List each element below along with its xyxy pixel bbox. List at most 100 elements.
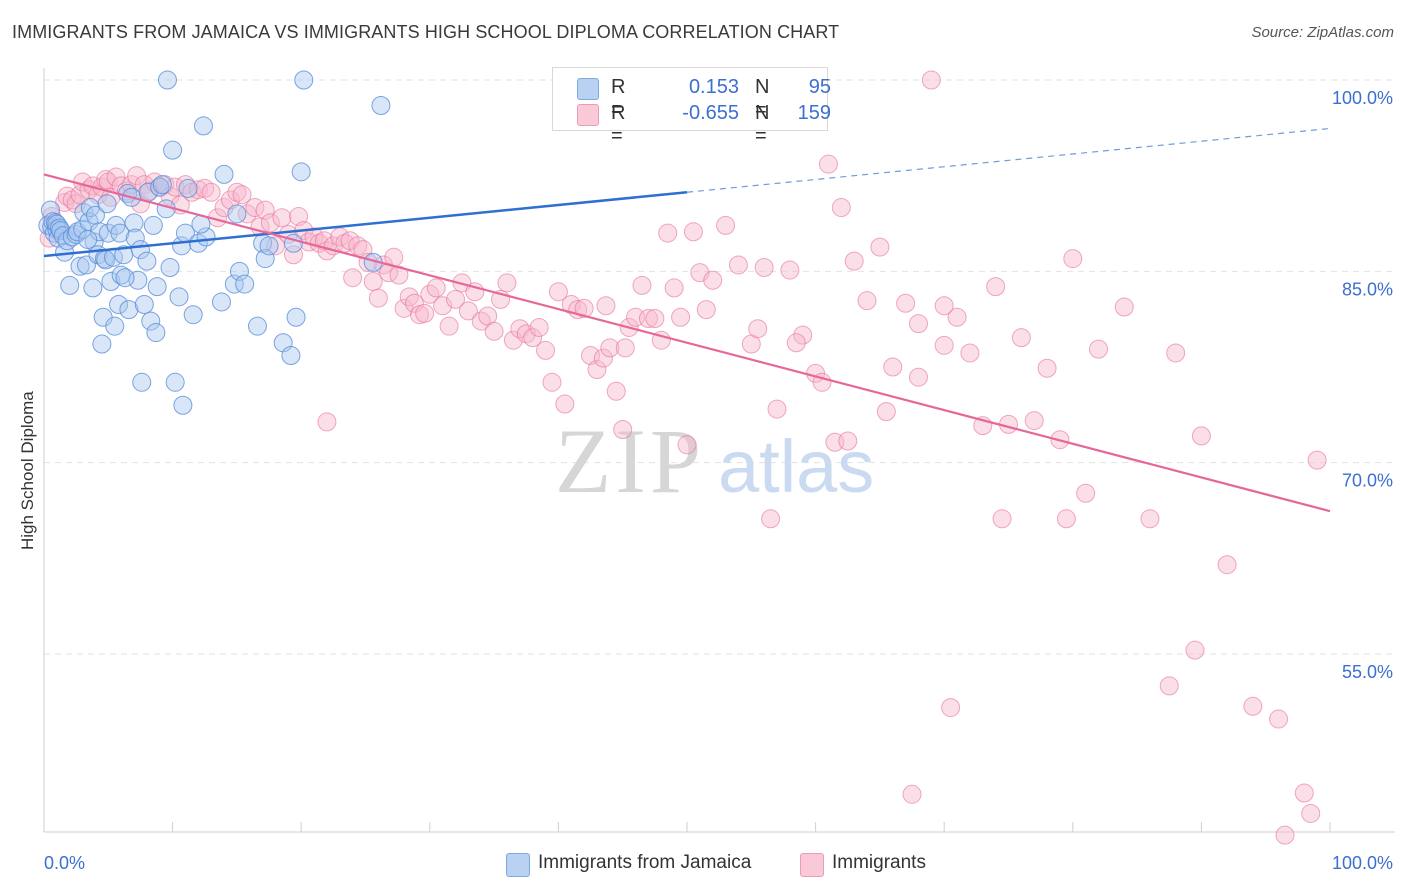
immigrants-point <box>780 260 800 280</box>
immigrants-point <box>317 412 337 432</box>
immigrants-point <box>593 348 613 368</box>
immigrants-point <box>896 293 916 313</box>
jamaica-point <box>224 274 244 294</box>
jamaica-point <box>286 307 306 327</box>
immigrants-point <box>283 245 303 265</box>
immigrants-point <box>1191 426 1211 446</box>
immigrants-point <box>677 435 697 455</box>
y-tick-label: 70.0% <box>1342 471 1393 491</box>
jamaica-point <box>259 236 279 256</box>
immigrants-point <box>555 394 575 414</box>
immigrants-point <box>471 311 491 331</box>
immigrants-point <box>1011 328 1031 348</box>
y-tick-label: 55.0% <box>1342 662 1393 682</box>
immigrants-point <box>368 288 388 308</box>
immigrants-point <box>786 333 806 353</box>
immigrants-point <box>1024 411 1044 431</box>
immigrants-point <box>1037 358 1057 378</box>
immigrants-point <box>1269 709 1289 729</box>
immigrants-point <box>645 309 665 329</box>
jamaica-point <box>160 258 180 278</box>
jamaica-point <box>134 294 154 314</box>
immigrants-point <box>934 335 954 355</box>
jamaica-point <box>51 221 71 241</box>
jamaica-point <box>141 311 161 331</box>
immigrants-point <box>439 316 459 336</box>
immigrants-point <box>883 357 903 377</box>
immigrants-point <box>536 340 556 360</box>
jamaica-point <box>183 305 203 325</box>
immigrants-point <box>343 268 363 288</box>
immigrants-point <box>754 258 774 278</box>
immigrants-point <box>761 509 781 529</box>
immigrants-point <box>838 431 858 451</box>
immigrants-point <box>289 206 309 226</box>
immigrants-point <box>484 321 504 341</box>
jamaica-point <box>92 334 112 354</box>
immigrants-point <box>831 198 851 218</box>
y-axis-label: High School Diploma <box>18 391 37 550</box>
immigrants-point <box>947 307 967 327</box>
immigrants-point <box>748 319 768 339</box>
jamaica-point <box>40 200 60 220</box>
tick-labels: 100.0% 85.0% 70.0% 55.0% 0.0% 100.0% <box>44 88 1393 873</box>
immigrants-point <box>638 309 658 329</box>
immigrants-point <box>671 307 691 327</box>
immigrants-point <box>1294 783 1314 803</box>
immigrants-point <box>363 272 383 292</box>
immigrants-point <box>844 251 864 271</box>
immigrants-point <box>232 185 252 205</box>
immigrants-point <box>986 277 1006 297</box>
immigrants-point <box>548 282 568 302</box>
immigrants-point <box>902 784 922 804</box>
immigrants-point <box>921 70 941 90</box>
immigrants-point <box>574 298 594 318</box>
jamaica-point <box>152 175 172 195</box>
legend-n-value: 95 <box>808 76 831 98</box>
source-label: Source: ZipAtlas.com <box>1251 24 1394 41</box>
immigrants-point <box>613 420 633 440</box>
jamaica-point <box>97 194 117 214</box>
immigrants-trend-line <box>43 173 1331 513</box>
jamaica-point <box>165 372 185 392</box>
jamaica-point <box>73 219 93 239</box>
legend-r-label: R = <box>611 76 626 121</box>
immigrants-point <box>992 509 1012 529</box>
jamaica-point <box>227 204 247 224</box>
jamaica-point <box>173 395 193 415</box>
jamaica-point <box>188 233 208 253</box>
grid-lines <box>44 79 1395 655</box>
jamaica-point <box>146 323 166 343</box>
jamaica-point <box>147 277 167 297</box>
jamaica-point <box>98 223 118 243</box>
immigrants-point <box>106 167 126 187</box>
immigrants-point <box>1185 640 1205 660</box>
immigrants-point <box>220 190 240 210</box>
immigrants-point <box>348 236 368 256</box>
axes <box>43 68 1395 833</box>
immigrants-point <box>399 287 419 307</box>
jamaica-point <box>74 203 94 223</box>
jamaica-point <box>85 205 105 225</box>
immigrants-point <box>568 300 588 320</box>
immigrants-point <box>1217 555 1237 575</box>
legend-swatch-jamaica <box>577 78 599 100</box>
bottom-legend-label-jamaica: Immigrants from Jamaica <box>538 852 752 873</box>
immigrants-point <box>1275 825 1295 845</box>
legend-r-value: -0.655 <box>682 102 739 124</box>
jamaica-point <box>247 316 267 336</box>
immigrants-point <box>426 278 446 298</box>
immigrants-point <box>227 182 247 202</box>
legend-r-label: R = <box>611 102 626 147</box>
immigrants-point <box>876 402 896 422</box>
immigrants-point <box>1140 509 1160 529</box>
jamaica-point <box>101 272 121 292</box>
jamaica-point <box>294 70 314 90</box>
immigrants-point <box>658 223 678 243</box>
x-tick-label: 100.0% <box>1332 853 1393 873</box>
jamaica-point <box>70 256 90 276</box>
immigrants-point <box>523 328 543 348</box>
immigrants-point <box>446 289 466 309</box>
jamaica-point <box>211 292 231 312</box>
